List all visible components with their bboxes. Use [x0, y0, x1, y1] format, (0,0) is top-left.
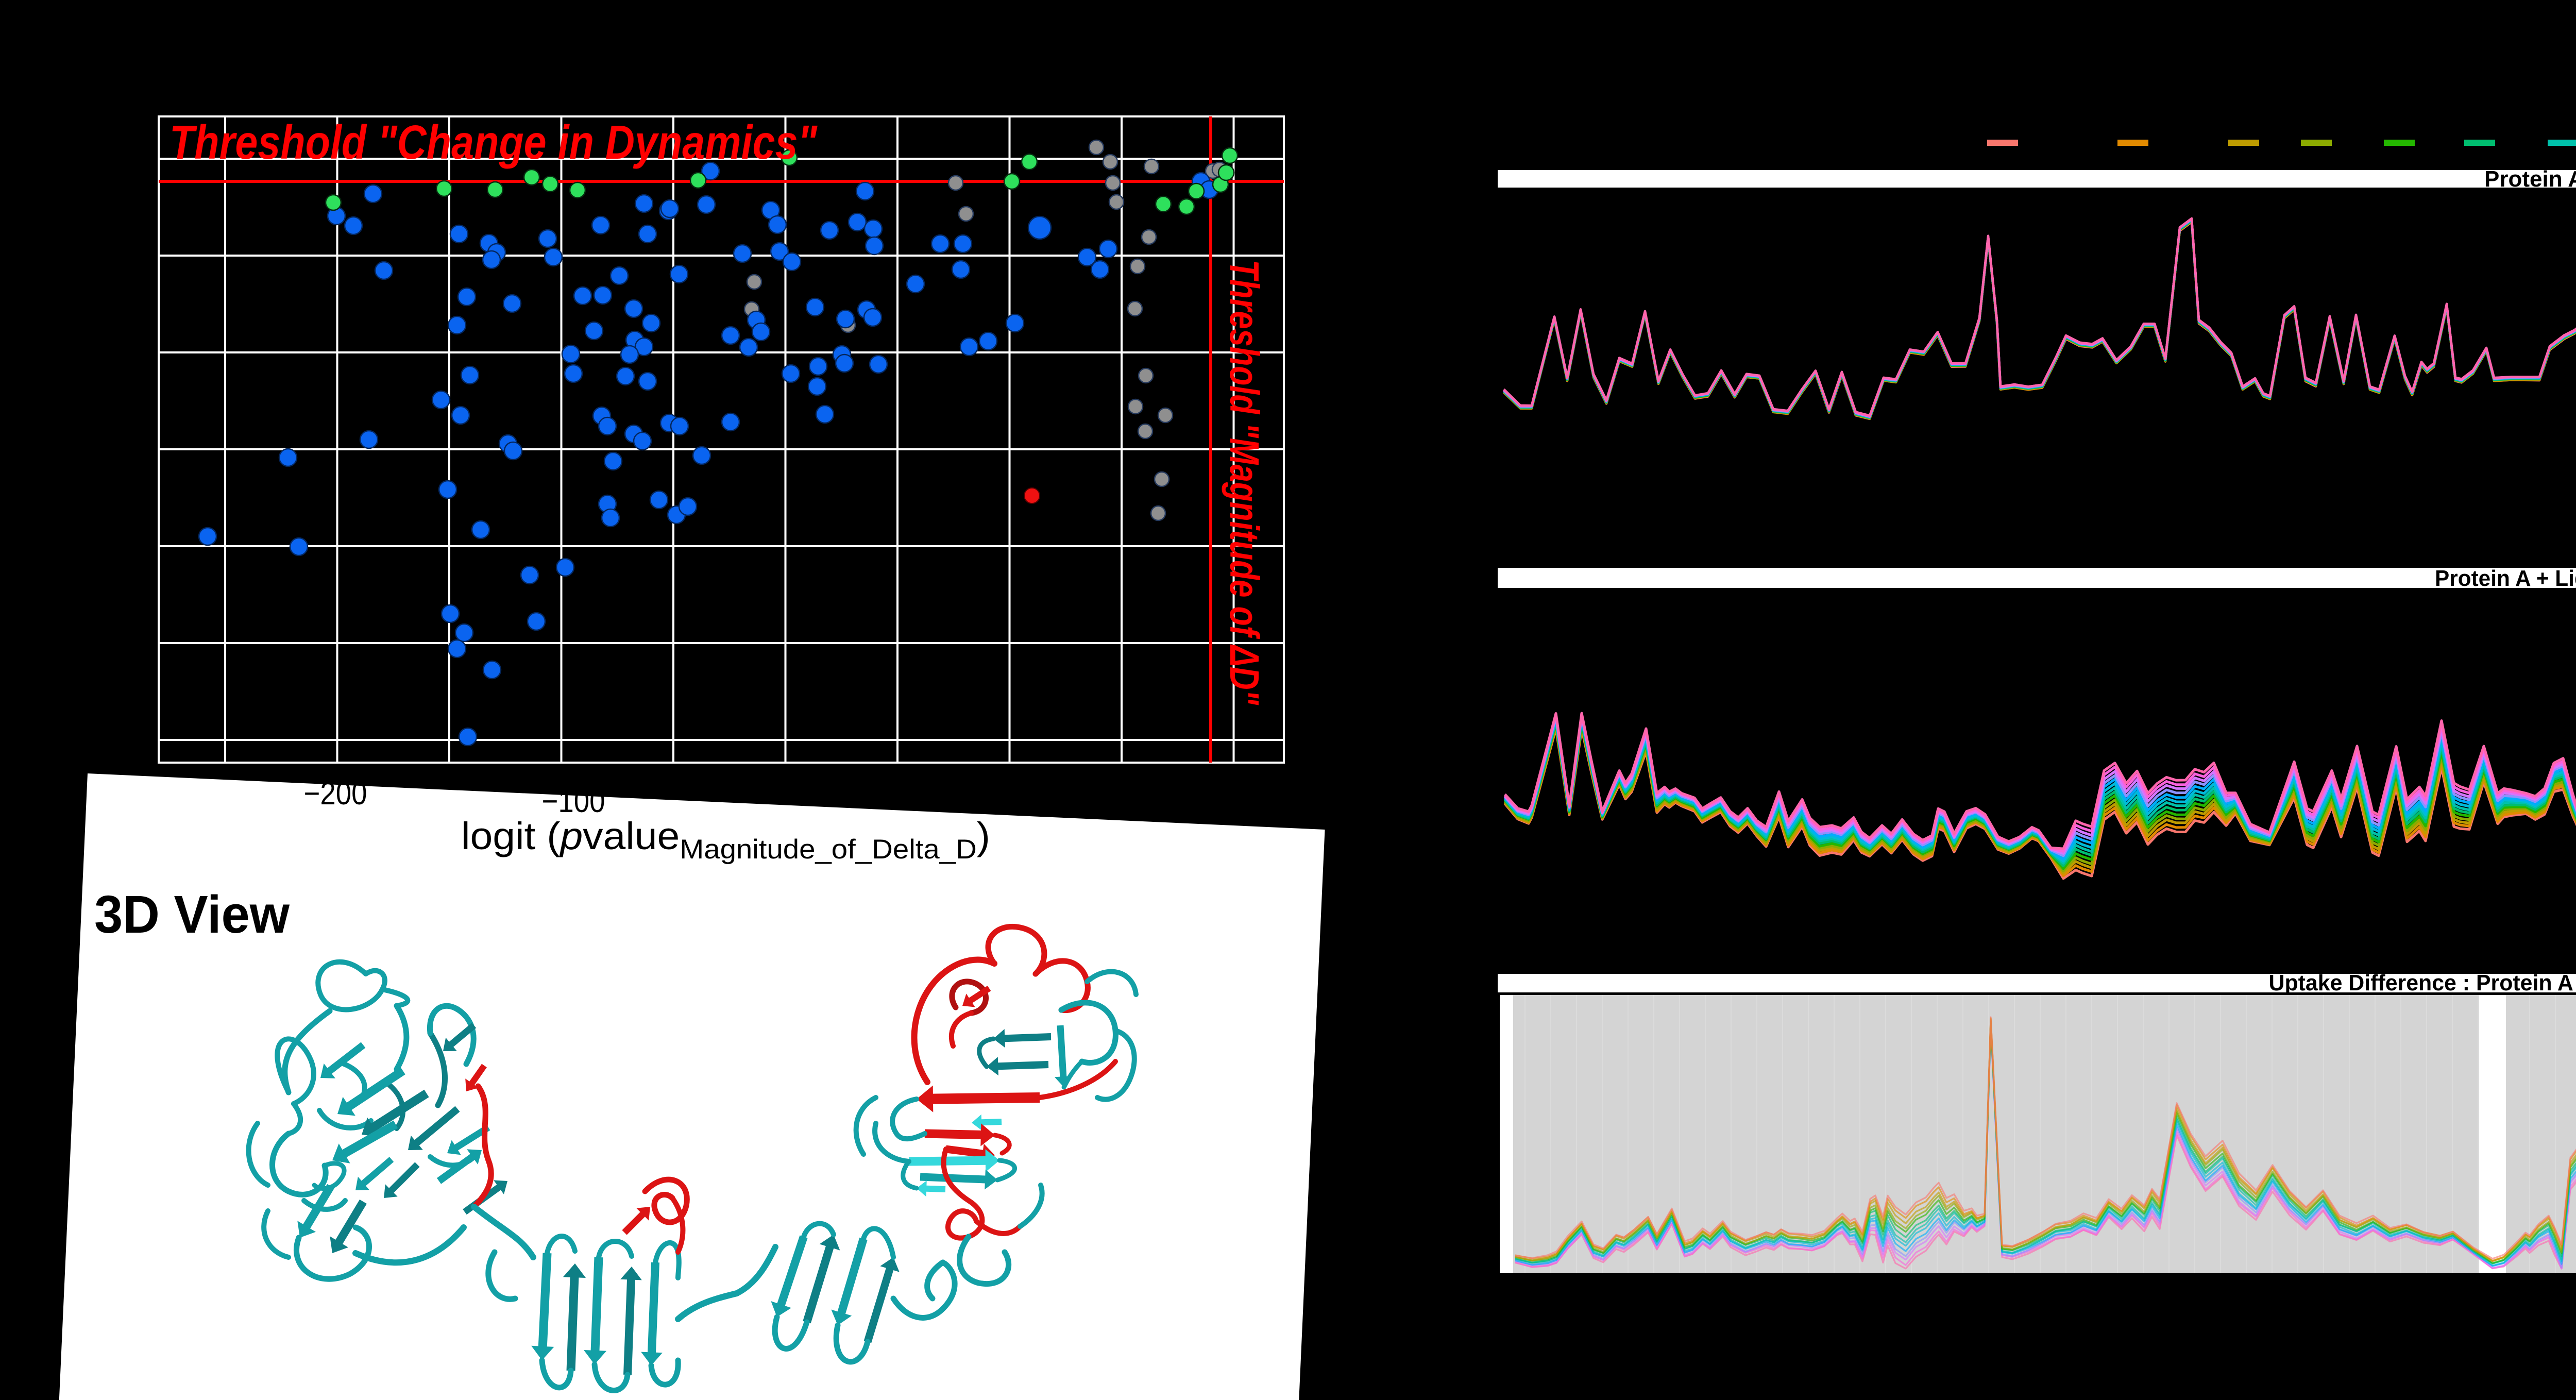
- svg-text:−200: −200: [304, 776, 367, 812]
- svg-text:3D View: 3D View: [94, 885, 290, 944]
- svg-text:Protein A + Ligand: Protein A + Ligand: [2435, 566, 2576, 591]
- svg-text:Threshold "Change in Dynamics": Threshold "Change in Dynamics": [170, 115, 818, 169]
- svg-text:Threshold "Magnitude of ΔD": Threshold "Magnitude of ΔD": [1222, 260, 1267, 705]
- svg-text:−100: −100: [542, 784, 605, 819]
- svg-text:Protein A: Protein A: [2484, 166, 2576, 192]
- svg-text:Uptake Difference : Protein A: Uptake Difference : Protein A - (Protein…: [2269, 970, 2576, 996]
